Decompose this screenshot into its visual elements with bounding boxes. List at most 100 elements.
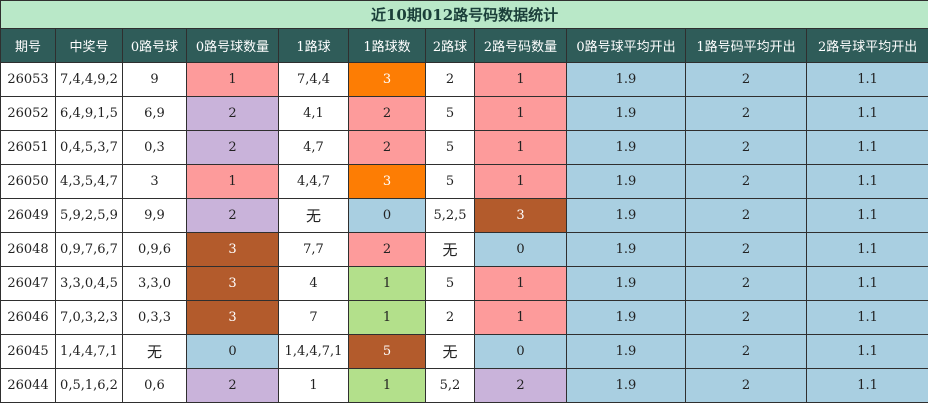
route1-count-cell: 0 — [348, 198, 426, 233]
winning-number-cell: 3,3,0,4,5 — [55, 266, 123, 301]
route1-balls-cell: 4,7 — [278, 130, 349, 165]
route0-average-cell: 1.9 — [566, 266, 686, 301]
table-row: 26050 4,3,5,4,7 3 1 4,4,7 3 5 1 1.9 2 1.1 — [0, 164, 928, 199]
issue-cell: 26051 — [0, 130, 56, 165]
route1-average-cell: 2 — [685, 198, 807, 233]
winning-number-cell: 0,5,1,6,2 — [55, 368, 123, 403]
route0-count-cell: 2 — [186, 96, 279, 131]
route1-count-cell: 1 — [348, 300, 426, 335]
route0-average-cell: 1.9 — [566, 300, 686, 335]
table-row: 26046 7,0,3,2,3 0,3,3 3 7 1 2 1 1.9 2 1.1 — [0, 300, 928, 335]
route2-average-cell: 1.1 — [805, 198, 928, 233]
issue-cell: 26045 — [0, 334, 56, 369]
header-route1-average: 1路号码平均开出 — [685, 28, 807, 63]
route0-count-cell: 2 — [186, 368, 279, 403]
route2-count-cell: 0 — [474, 232, 567, 267]
route0-count-cell: 3 — [186, 300, 279, 335]
header-issue: 期号 — [0, 28, 56, 63]
route0-balls-cell: 9 — [122, 62, 187, 97]
route2-balls-cell: 无 — [425, 334, 475, 369]
route2-count-cell: 1 — [474, 266, 567, 301]
header-route0-average: 0路号球平均开出 — [566, 28, 686, 63]
table-row: 26048 0,9,7,6,7 0,9,6 3 7,7 2 无 0 1.9 2 1.1 — [0, 232, 928, 267]
route0-balls-cell: 无 — [122, 334, 187, 369]
route1-average-cell: 2 — [685, 266, 807, 301]
table-row: 26047 3,3,0,4,5 3,3,0 3 4 1 5 1 1.9 2 1.1 — [0, 266, 928, 301]
route2-balls-cell: 2 — [425, 62, 475, 97]
route2-balls-cell: 无 — [425, 232, 475, 267]
route2-count-cell: 1 — [474, 62, 567, 97]
winning-number-cell: 7,4,4,9,2 — [55, 62, 123, 97]
route0-balls-cell: 0,9,6 — [122, 232, 187, 267]
route0-count-cell: 1 — [186, 164, 279, 199]
table-row: 26053 7,4,4,9,2 9 1 7,4,4 3 2 1 1.9 2 1.1 — [0, 62, 928, 97]
route1-balls-cell: 7,4,4 — [278, 62, 349, 97]
header-route2-count: 2路号码数量 — [474, 28, 567, 63]
route2-average-cell: 1.1 — [805, 164, 928, 199]
route2-average-cell: 1.1 — [805, 368, 928, 403]
route2-average-cell: 1.1 — [805, 232, 928, 267]
table-row: 26052 6,4,9,1,5 6,9 2 4,1 2 5 1 1.9 2 1.1 — [0, 96, 928, 131]
route2-count-cell: 1 — [474, 164, 567, 199]
route0-average-cell: 1.9 — [566, 368, 686, 403]
route0-count-cell: 1 — [186, 62, 279, 97]
issue-cell: 26052 — [0, 96, 56, 131]
route0-average-cell: 1.9 — [566, 62, 686, 97]
route2-count-cell: 1 — [474, 130, 567, 165]
issue-cell: 26050 — [0, 164, 56, 199]
route2-count-cell: 2 — [474, 368, 567, 403]
route1-balls-cell: 4,4,7 — [278, 164, 349, 199]
winning-number-cell: 1,4,4,7,1 — [55, 334, 123, 369]
issue-cell: 26044 — [0, 368, 56, 403]
route1-average-cell: 2 — [685, 96, 807, 131]
issue-cell: 26053 — [0, 62, 56, 97]
route1-average-cell: 2 — [685, 232, 807, 267]
table-row: 26045 1,4,4,7,1 无 0 1,4,4,7,1 5 无 0 1.9 2 1.1 — [0, 334, 928, 369]
header-route1-count: 1路球数 — [348, 28, 426, 63]
route1-average-cell: 2 — [685, 62, 807, 97]
route0-balls-cell: 3,3,0 — [122, 266, 187, 301]
route1-count-cell: 1 — [348, 368, 426, 403]
route1-count-cell: 2 — [348, 232, 426, 267]
header-winning-number: 中奖号 — [55, 28, 123, 63]
route0-count-cell: 2 — [186, 130, 279, 165]
route0-average-cell: 1.9 — [566, 96, 686, 131]
route1-balls-cell: 4,1 — [278, 96, 349, 131]
issue-cell: 26046 — [0, 300, 56, 335]
route2-balls-cell: 5 — [425, 96, 475, 131]
route1-count-cell: 1 — [348, 266, 426, 301]
route0-count-cell: 0 — [186, 334, 279, 369]
route2-average-cell: 1.1 — [805, 96, 928, 131]
route1-average-cell: 2 — [685, 368, 807, 403]
route0-balls-cell: 9,9 — [122, 198, 187, 233]
route0-average-cell: 1.9 — [566, 130, 686, 165]
route1-balls-cell: 4 — [278, 266, 349, 301]
winning-number-cell: 0,4,5,3,7 — [55, 130, 123, 165]
table-row: 26051 0,4,5,3,7 0,3 2 4,7 2 5 1 1.9 2 1.1 — [0, 130, 928, 165]
route2-balls-cell: 5 — [425, 164, 475, 199]
route0-balls-cell: 0,3,3 — [122, 300, 187, 335]
table-row: 26044 0,5,1,6,2 0,6 2 1 1 5,2 2 1.9 2 1.1 — [0, 368, 928, 403]
route0-count-cell: 2 — [186, 198, 279, 233]
route1-count-cell: 5 — [348, 334, 426, 369]
route2-balls-cell: 5 — [425, 266, 475, 301]
route1-balls-cell: 1 — [278, 368, 349, 403]
route2-balls-cell: 5 — [425, 130, 475, 165]
route0-average-cell: 1.9 — [566, 198, 686, 233]
table-title: 近10期012路号码数据统计 — [0, 0, 928, 29]
route1-average-cell: 2 — [685, 164, 807, 199]
header-route2-average: 2路号球平均开出 — [805, 28, 928, 63]
issue-cell: 26049 — [0, 198, 56, 233]
route0-count-cell: 3 — [186, 266, 279, 301]
route2-average-cell: 1.1 — [805, 300, 928, 335]
issue-cell: 26047 — [0, 266, 56, 301]
table-body: 26053 7,4,4,9,2 9 1 7,4,4 3 2 1 1.9 2 1.1 26052 6,4,… — [0, 62, 928, 403]
route1-balls-cell: 7,7 — [278, 232, 349, 267]
route1-average-cell: 2 — [685, 130, 807, 165]
winning-number-cell: 7,0,3,2,3 — [55, 300, 123, 335]
route1-count-cell: 3 — [348, 62, 426, 97]
header-route2-balls: 2路球 — [425, 28, 475, 63]
route1-count-cell: 3 — [348, 164, 426, 199]
route2-average-cell: 1.1 — [805, 266, 928, 301]
